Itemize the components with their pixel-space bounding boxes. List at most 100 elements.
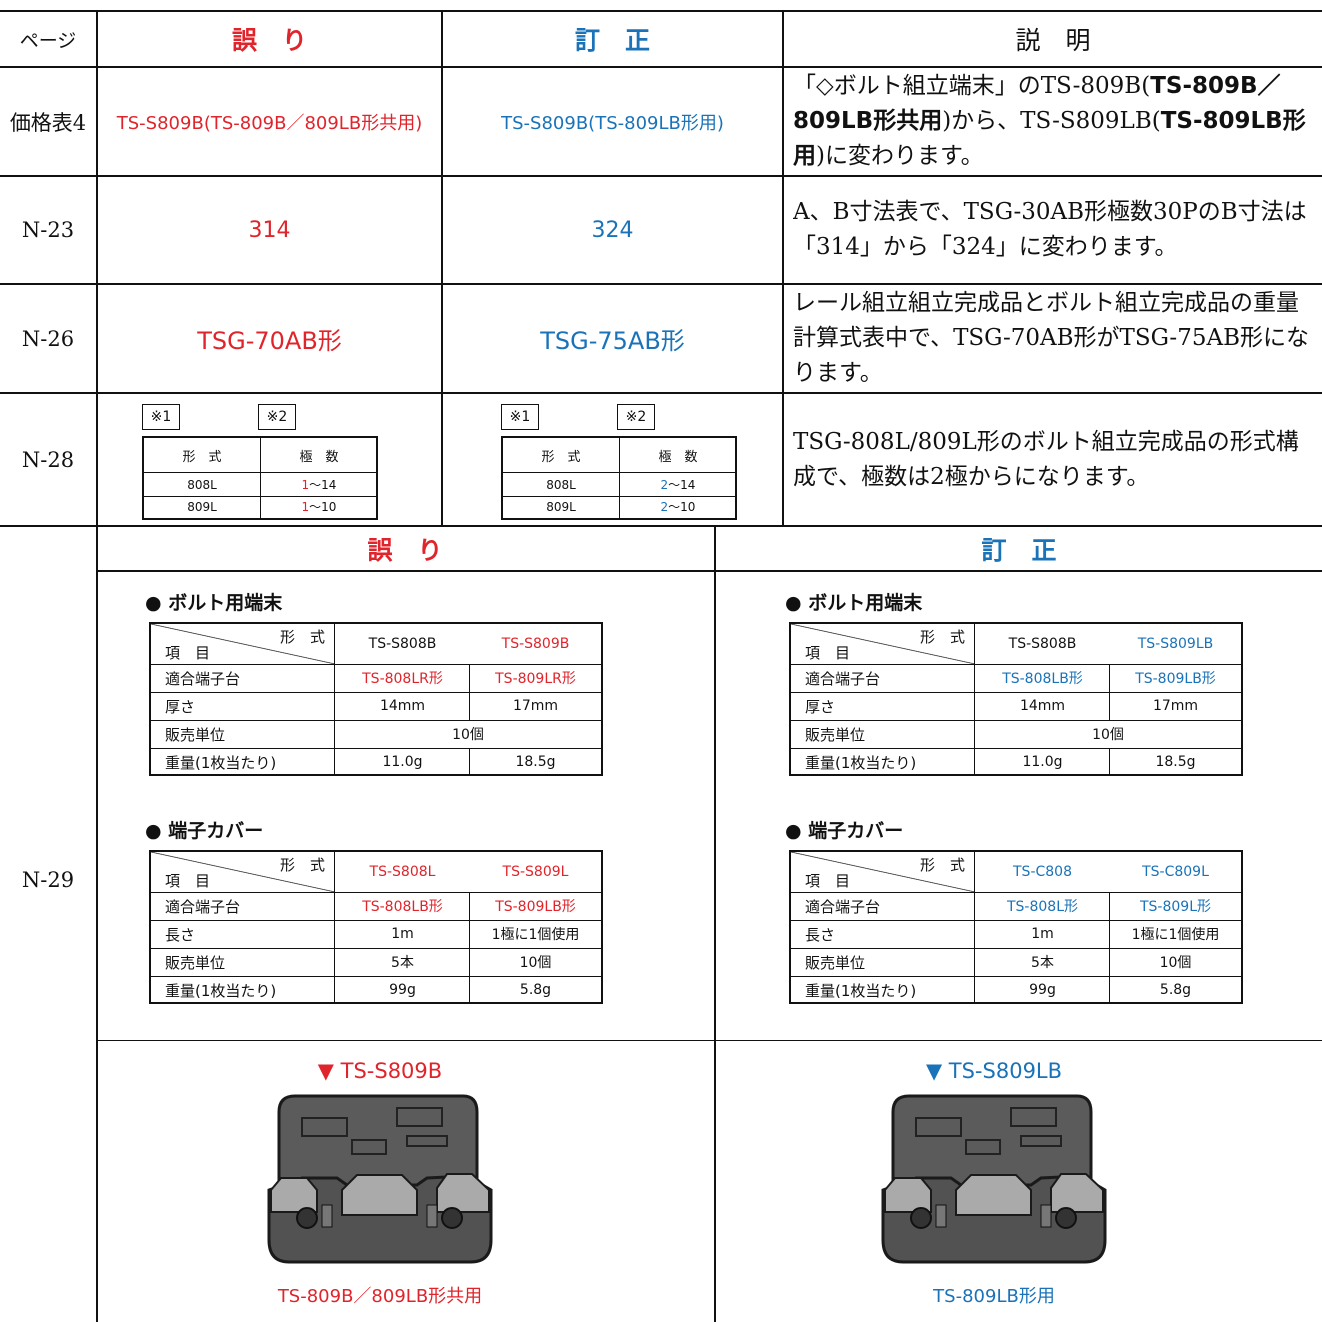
poles-min: 1 (301, 477, 310, 492)
drawing-part (341, 1174, 418, 1216)
rule (791, 748, 1241, 749)
rule (714, 527, 716, 1322)
rule (96, 10, 98, 1322)
panel-header: 訂 正 (981, 535, 1057, 565)
mini-table (501, 436, 737, 520)
row-value: TS-808LR形 (362, 671, 443, 687)
rule (441, 10, 443, 525)
column-header: TS-S808L (369, 864, 436, 880)
drawing-part (351, 1139, 387, 1155)
row-label: 厚さ (165, 697, 196, 716)
row-value: 11.0g (382, 754, 423, 770)
row-value: 18.5g (515, 754, 556, 770)
rule (1109, 692, 1110, 720)
rule (469, 664, 470, 692)
row-value: TS-808LB形 (1002, 671, 1083, 687)
rule (0, 525, 1322, 527)
corner-cell: 形 式項 目 (151, 624, 335, 664)
corner-cell: 形 式項 目 (151, 852, 335, 892)
rule (151, 720, 601, 721)
row-value: 5.8g (519, 982, 552, 998)
drawing-part (1020, 1135, 1062, 1147)
mini-poles: 2 ～14 (621, 474, 735, 495)
corner-top: 形 式 (919, 628, 965, 646)
corner-bottom: 項 目 (805, 644, 851, 662)
column-header: TS-S808B (368, 636, 437, 652)
drawing-part (301, 1117, 348, 1137)
column-header: TS-C808 (1013, 864, 1072, 880)
drawing-part (1010, 1107, 1057, 1127)
drawing-part (270, 1177, 318, 1213)
rule (151, 920, 601, 921)
rule (469, 976, 470, 1004)
section-title: ● ボルト用端末 (785, 592, 923, 614)
row-value: 17mm (1152, 698, 1199, 714)
row-label: 重量(1枚当たり) (165, 981, 277, 1000)
row-value: 99g (389, 982, 416, 998)
wrong-text: TSG-70AB形 (197, 327, 342, 355)
description-part: レール組立組立完成品とボルト組立完成品の重量計算式表中で、TSG-70AB形がT… (793, 290, 1309, 386)
mini-model: 809L (187, 499, 217, 514)
row-page: N-29 (21, 868, 75, 892)
mini-table (142, 436, 378, 520)
drawing-part (321, 1204, 333, 1228)
product-label: TS-809LB形用 (933, 1286, 1055, 1307)
mini-header: 形 式 (541, 449, 581, 465)
row-value: 10個 (1159, 955, 1192, 971)
poles-rest: ～10 (668, 500, 696, 514)
row-value: 5.8g (1159, 982, 1192, 998)
rule (1109, 892, 1110, 920)
row-label: 重量(1枚当たり) (805, 981, 917, 1000)
row-value: 1極に1個使用 (1131, 927, 1220, 943)
rule (0, 175, 1322, 177)
corner-top: 形 式 (279, 628, 325, 646)
spec-table (149, 850, 603, 1004)
rule (791, 948, 1241, 949)
mini-poles: 1 ～14 (262, 474, 376, 495)
description: TSG-808L/809L形のボルト組立完成品の形式構成で、極数は2極からになり… (793, 394, 1320, 525)
rule (1109, 920, 1110, 948)
row-value: TS-809LB形 (495, 899, 576, 915)
drawing-part (915, 1117, 962, 1137)
drawing-part (1040, 1204, 1052, 1228)
row-label: 重量(1枚当たり) (805, 753, 917, 772)
rule (96, 570, 1322, 572)
row-label: 適合端子台 (805, 669, 881, 688)
mini-poles: 1 ～10 (262, 496, 376, 517)
row-value: 5本 (391, 955, 414, 971)
drawing-part (881, 1094, 1107, 1264)
wrong-text: 314 (248, 217, 291, 243)
row-value: 1m (391, 926, 414, 942)
column-header: TS-S809L (502, 864, 569, 880)
drawing-part (277, 1094, 479, 1192)
description-text: レール組立組立完成品とボルト組立完成品の重量計算式表中で、TSG-70AB形がT… (793, 286, 1320, 391)
rule (0, 66, 1322, 68)
rule (503, 472, 735, 473)
drawing-part (935, 1204, 947, 1228)
header-page: ページ (19, 29, 77, 52)
mark-box: ※1 (501, 404, 539, 430)
product-caption: ▼ TS-S809LB (925, 1059, 1063, 1083)
rule (791, 976, 1241, 977)
description: 「◇ボルト組立端末」のTS-809B(TS-809B／809LB形共用)から、T… (793, 68, 1320, 175)
correct-text: TS-S809B(TS-809LB形用) (501, 112, 724, 134)
rule (791, 920, 1241, 921)
row-page: N-28 (21, 447, 75, 472)
drawing-part (881, 1174, 1107, 1264)
mini-header: 極 数 (299, 449, 339, 465)
row-value: 14mm (379, 698, 426, 714)
mark-box: ※1 (142, 404, 180, 430)
rule (1109, 748, 1110, 776)
corner-bottom: 項 目 (165, 644, 211, 662)
mini-poles: 2 ～10 (621, 496, 735, 517)
mini-model: 809L (546, 499, 576, 514)
spec-table (789, 622, 1243, 776)
rule (469, 748, 470, 776)
rule (151, 748, 601, 749)
product-caption: ▼ TS-S809B (317, 1059, 443, 1083)
rule (0, 283, 1322, 285)
poles-rest: ～10 (309, 500, 337, 514)
poles-rest: ～14 (309, 478, 337, 492)
drawing-part (891, 1094, 1093, 1192)
drawing-part (426, 1204, 438, 1228)
